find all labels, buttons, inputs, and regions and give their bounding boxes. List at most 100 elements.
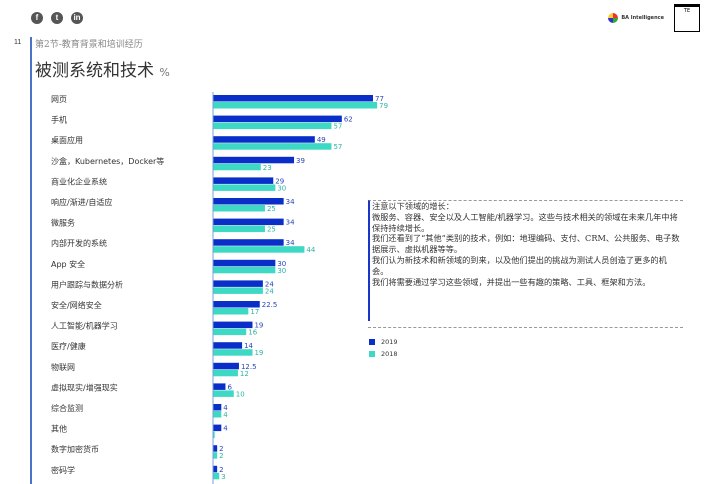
bar-2019 — [213, 383, 226, 390]
data-label: 44 — [306, 246, 315, 254]
bar-2019 — [213, 198, 284, 205]
data-label: 24 — [265, 280, 274, 288]
data-label: 24 — [265, 287, 274, 295]
bar-2019 — [213, 321, 253, 329]
bar-2019 — [213, 404, 222, 411]
bar-2018 — [213, 102, 378, 109]
bar-2018 — [213, 287, 263, 294]
category-label: 物联网 — [51, 362, 75, 372]
category-label: 综合监测 — [51, 403, 83, 413]
data-label: 34 — [286, 219, 295, 227]
ba-intelligence-logo: BA Intelligence — [608, 13, 664, 23]
bar-2019 — [213, 342, 243, 349]
page-title: 被测系统和技术 % — [35, 61, 170, 81]
data-label: 22.5 — [262, 301, 278, 309]
bar-2018 — [213, 308, 249, 315]
bar-2018 — [213, 143, 332, 150]
bar-2018 — [213, 205, 265, 212]
bar-2018 — [213, 266, 276, 274]
data-label: 79 — [379, 102, 388, 110]
data-label: 30 — [277, 260, 286, 268]
divider — [30, 37, 32, 484]
data-label: 2 — [219, 445, 223, 453]
data-label: 77 — [375, 95, 384, 103]
bar-2018 — [213, 328, 247, 336]
bar-2019 — [213, 280, 263, 287]
category-label: 其他 — [51, 424, 67, 434]
data-label: 19 — [254, 349, 263, 357]
data-label: 25 — [267, 205, 276, 213]
note-line: 我们认为新技术和新领域的到来，以及他们提出的挑战为测试人员创造了更多的机会。 — [372, 254, 667, 276]
bar-2019 — [213, 424, 222, 432]
facebook-icon[interactable]: f — [31, 12, 43, 24]
page-number: 11 — [14, 39, 22, 46]
legend-item-2018: 2018 — [369, 348, 398, 360]
divider — [368, 327, 683, 328]
bar-2018 — [213, 452, 218, 459]
te-logo: TE — [674, 4, 700, 32]
category-label: 商业化企业系统 — [51, 176, 107, 186]
data-label: 6 — [227, 383, 232, 391]
twitter-icon[interactable]: t — [51, 12, 63, 24]
data-label: 2 — [219, 452, 223, 460]
category-label: 沙盒，Kubernetes，Docker等 — [51, 156, 164, 166]
category-label: 响应/渐进/自适应 — [51, 197, 112, 207]
bar-2018 — [213, 369, 238, 377]
data-label: 34 — [286, 239, 295, 247]
bar-2018 — [213, 122, 332, 130]
data-label: 4 — [223, 411, 228, 419]
note-line: 我们还看到了“其他”类别的技术，例如：地理编码、支付、CRM、公共服务、电子数据… — [372, 233, 680, 255]
bar-2019 — [213, 218, 284, 226]
data-label: 4 — [223, 425, 228, 433]
note-line: 我们将需要通过学习这些领域，并提出一些有趣的策略、工具、框架和方法。 — [372, 276, 651, 287]
category-label: 手机 — [51, 115, 67, 125]
category-label: 密码学 — [51, 465, 75, 475]
data-label: 10 — [236, 390, 245, 398]
section-title: 第2节-教育背景和培训经历 — [35, 40, 143, 50]
data-label: 39 — [296, 157, 305, 165]
logos: BA Intelligence TE — [608, 4, 700, 32]
data-label: 12.5 — [241, 363, 257, 371]
data-label: 49 — [317, 136, 326, 144]
legend-swatch — [369, 351, 375, 357]
social-links: f t in — [31, 12, 83, 24]
category-label: 虚拟现实/增强现实 — [51, 382, 118, 392]
data-label: 34 — [286, 198, 295, 206]
category-label: 人工智能/机器学习 — [51, 321, 118, 331]
data-label: 17 — [250, 308, 259, 316]
note-line: 注意以下领域的增长： — [372, 201, 454, 211]
data-label: 57 — [333, 123, 342, 131]
data-label: 29 — [275, 177, 284, 185]
data-label: 30 — [277, 267, 286, 275]
data-label: 14 — [244, 342, 253, 350]
data-label: 16 — [248, 329, 257, 337]
legend-item-2019: 2019 — [369, 336, 398, 348]
data-label: 2 — [219, 466, 223, 474]
data-label: 62 — [344, 116, 353, 124]
bar-2018 — [213, 225, 265, 233]
data-label: 19 — [254, 322, 263, 330]
category-label: 医疗/健康 — [51, 341, 86, 351]
legend-swatch — [369, 339, 375, 345]
category-label: 桌面应用 — [51, 135, 83, 145]
bar-2019 — [213, 115, 342, 123]
data-label: 12 — [240, 370, 249, 378]
bar-2019 — [213, 156, 295, 164]
category-label: 微服务 — [51, 218, 75, 228]
data-label: 30 — [277, 184, 286, 192]
bar-2018 — [213, 472, 220, 480]
bar-2018 — [213, 184, 276, 191]
linkedin-icon[interactable]: in — [71, 12, 83, 24]
note-line: 微服务、容器、安全以及人工智能/机器学习。这些与技术相关的领域在未来几年中将保持… — [372, 211, 678, 233]
data-label: 4 — [223, 404, 228, 412]
bar-2019 — [213, 239, 284, 246]
legend: 2019 2018 — [369, 336, 398, 360]
bar-2019 — [213, 445, 218, 452]
bar-2019 — [213, 136, 315, 143]
category-label: 内部开发的系统 — [51, 238, 107, 248]
bar-2018 — [213, 411, 222, 418]
bar-2019 — [213, 259, 276, 267]
bar-2019 — [213, 362, 239, 370]
bar-2018 — [213, 349, 253, 356]
bar-2019 — [213, 301, 260, 308]
